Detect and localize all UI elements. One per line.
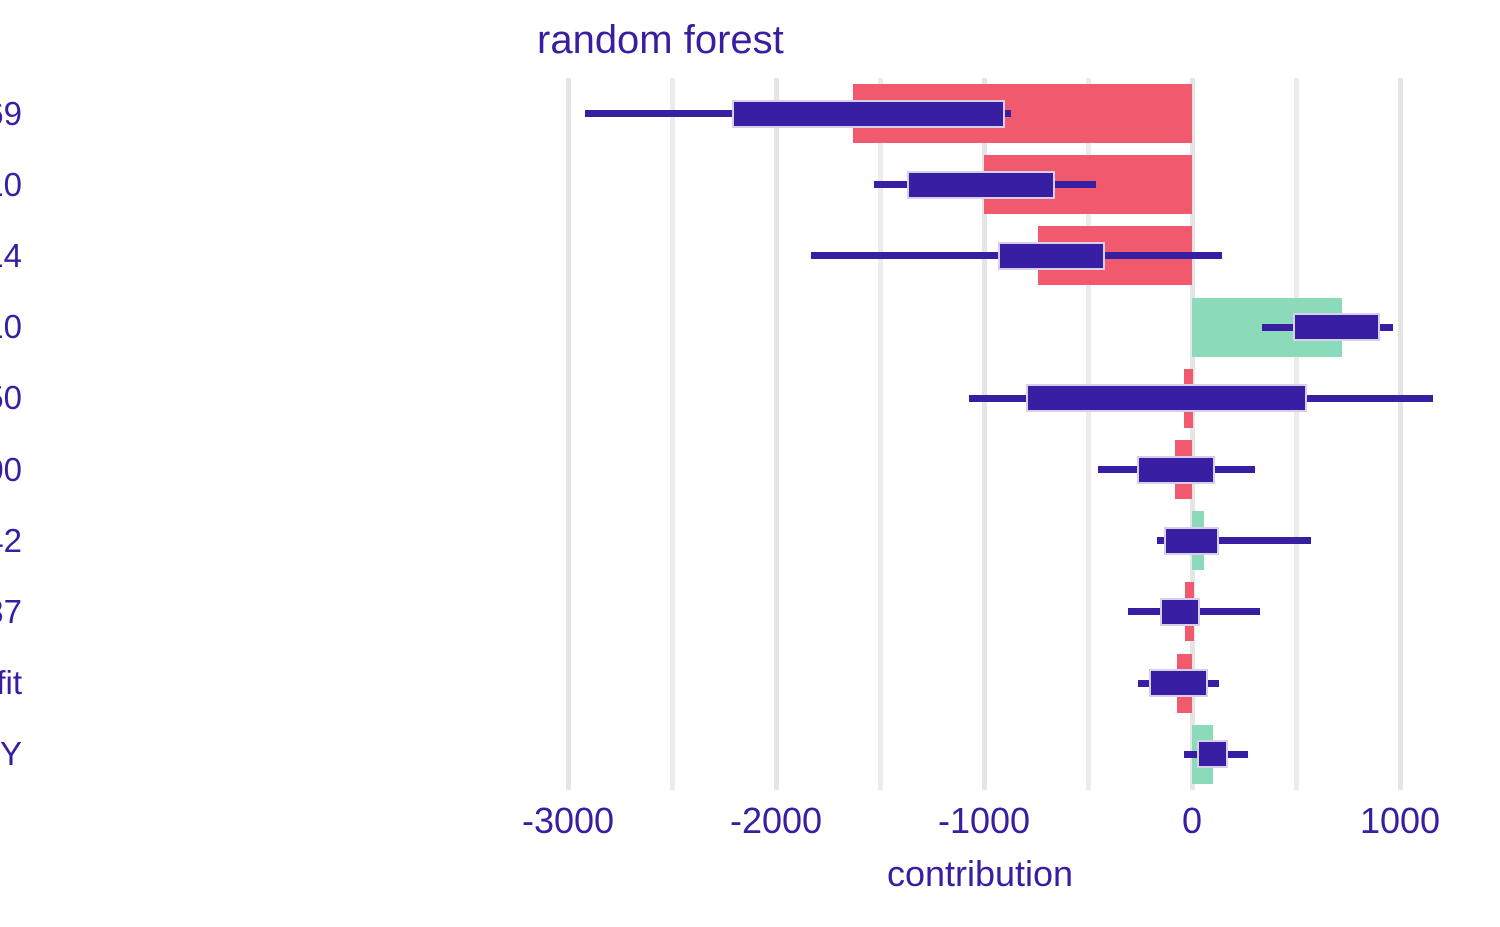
boxplot-box	[1163, 526, 1220, 555]
chart-row	[540, 648, 1440, 719]
gridline-minor	[1085, 78, 1091, 790]
x-axis-tick-label: -3000	[521, 800, 615, 841]
boxplot-box	[907, 170, 1055, 199]
y-axis-label: satavg = 1510	[0, 165, 22, 203]
gridline-major	[981, 78, 987, 790]
gridline-minor	[1293, 78, 1299, 790]
boxplot-box	[997, 241, 1105, 270]
boxplot-box	[1149, 669, 1208, 698]
chart-row	[540, 434, 1440, 505]
y-axis-label: netcost = 29010	[0, 308, 22, 346]
y-axis-label: admrate = 0.0869	[0, 94, 22, 132]
x-axis-tick-label: -2000	[729, 800, 823, 841]
gridline-major	[1189, 78, 1195, 790]
chart-row	[540, 505, 1440, 576]
y-axis-label: cost = 77050	[0, 379, 22, 417]
chart-row	[540, 149, 1440, 220]
y-axis-label: comprate = 0.9414	[0, 237, 22, 274]
chart-row	[540, 576, 1440, 647]
x-axis-title: contribution	[0, 853, 1500, 895]
gridline-minor	[877, 78, 883, 790]
chart-row	[540, 78, 1440, 149]
boxplot-box	[732, 99, 1005, 128]
y-axis-label: pctpell = 0.1737	[0, 593, 22, 630]
x-axis-tick-label: 0	[1181, 800, 1203, 841]
y-axis-label: firstgen = 0.1542	[0, 521, 22, 559]
y-axis-label: avgfacsal = 141800	[0, 450, 22, 488]
boxplot-box	[1025, 384, 1308, 413]
boxplot-box	[1136, 455, 1215, 484]
boxplot-box	[1197, 740, 1229, 769]
chart-row	[540, 719, 1440, 790]
x-axis-title-text: contribution	[886, 853, 1074, 894]
plot-title: random forest	[537, 18, 784, 62]
plot-panel	[540, 78, 1440, 790]
boxplot-box	[1292, 313, 1381, 342]
boxplot-whisker	[1156, 537, 1311, 545]
chart-row	[540, 292, 1440, 363]
chart-row	[540, 363, 1440, 434]
x-axis-tick-label: -1000	[937, 800, 1031, 841]
gridline-minor	[669, 78, 675, 790]
chart-row	[540, 220, 1440, 291]
gridline-major	[565, 78, 571, 790]
boxplot-box	[1159, 597, 1201, 626]
gridline-major	[773, 78, 779, 790]
y-axis-label: state = NY	[0, 735, 22, 773]
gridline-major	[1397, 78, 1403, 790]
x-axis-tick-label: 1000	[1359, 800, 1441, 841]
y-axis-label: type = Private, nonprofit	[0, 664, 22, 702]
